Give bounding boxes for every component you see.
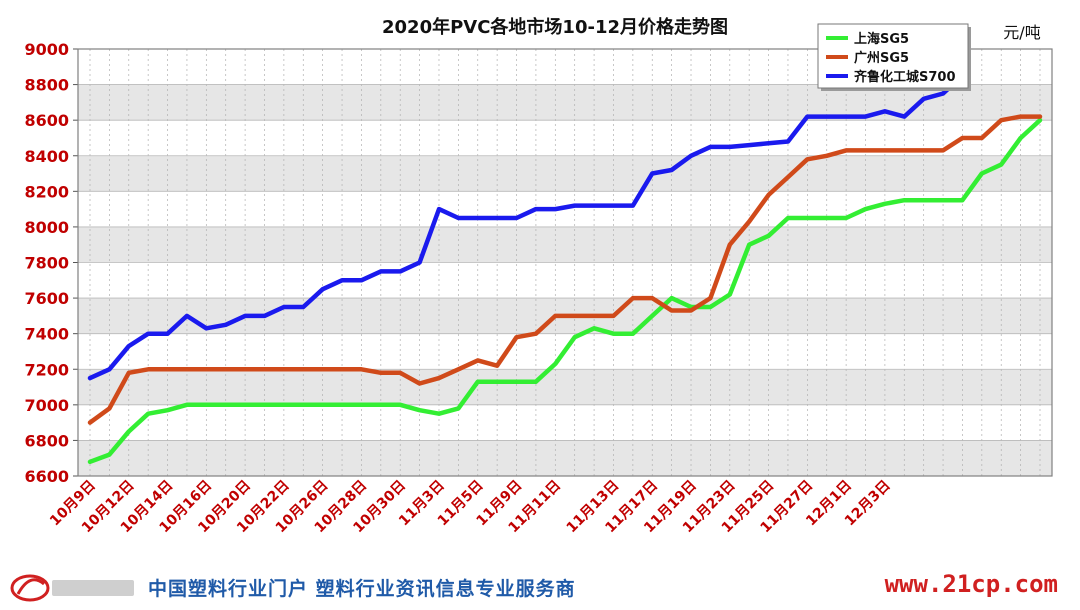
y-tick-label: 8600 <box>24 111 69 130</box>
plot-band <box>78 226 1052 263</box>
plot-band <box>78 404 1052 441</box>
plot-band <box>78 440 1052 476</box>
plot-band <box>78 262 1052 299</box>
footer-website[interactable]: www.21cp.com <box>884 570 1058 598</box>
y-tick-label: 8400 <box>24 147 69 166</box>
footer: 中国塑料行业门户 塑料行业资讯信息专业服务商 www.21cp.com <box>0 566 1080 610</box>
series-line-1 <box>87 114 1043 425</box>
series-line-2 <box>87 73 965 381</box>
y-tick-label: 8800 <box>24 76 69 95</box>
legend-label: 齐鲁化工城S700 <box>854 69 956 85</box>
y-tick-label: 7400 <box>24 325 69 344</box>
y-tick-label: 7200 <box>24 360 69 379</box>
plot-band <box>78 369 1052 405</box>
y-tick-label: 6800 <box>24 431 69 450</box>
legend: 上海SG5 广州SG5 齐鲁化工城S700 <box>817 23 971 91</box>
site-logo-icon <box>10 574 134 602</box>
chart-title: 2020年PVC各地市场10-12月价格走势图 <box>382 16 728 38</box>
plot-band <box>78 155 1052 192</box>
legend-label: 广州SG5 <box>854 50 909 66</box>
y-tick-label: 7600 <box>24 289 69 308</box>
plot-frame <box>77 48 1053 477</box>
y-tick-label: 7800 <box>24 254 69 273</box>
price-trend-chart: 2020年PVC各地市场10-12月价格走势图 元/吨 6600 6800 7000… <box>24 16 1053 536</box>
series-line-0 <box>87 117 1043 465</box>
y-tick-label: 8000 <box>24 218 69 237</box>
y-tick-label: 8200 <box>24 182 69 201</box>
legend-label: 上海SG5 <box>854 31 909 47</box>
y-tick-label: 6600 <box>24 467 69 486</box>
unit-label: 元/吨 <box>1003 23 1040 42</box>
footer-slogan: 中国塑料行业门户 塑料行业资讯信息专业服务商 <box>148 578 576 600</box>
y-tick-label: 9000 <box>24 40 69 59</box>
y-tick-label: 7000 <box>24 396 69 415</box>
